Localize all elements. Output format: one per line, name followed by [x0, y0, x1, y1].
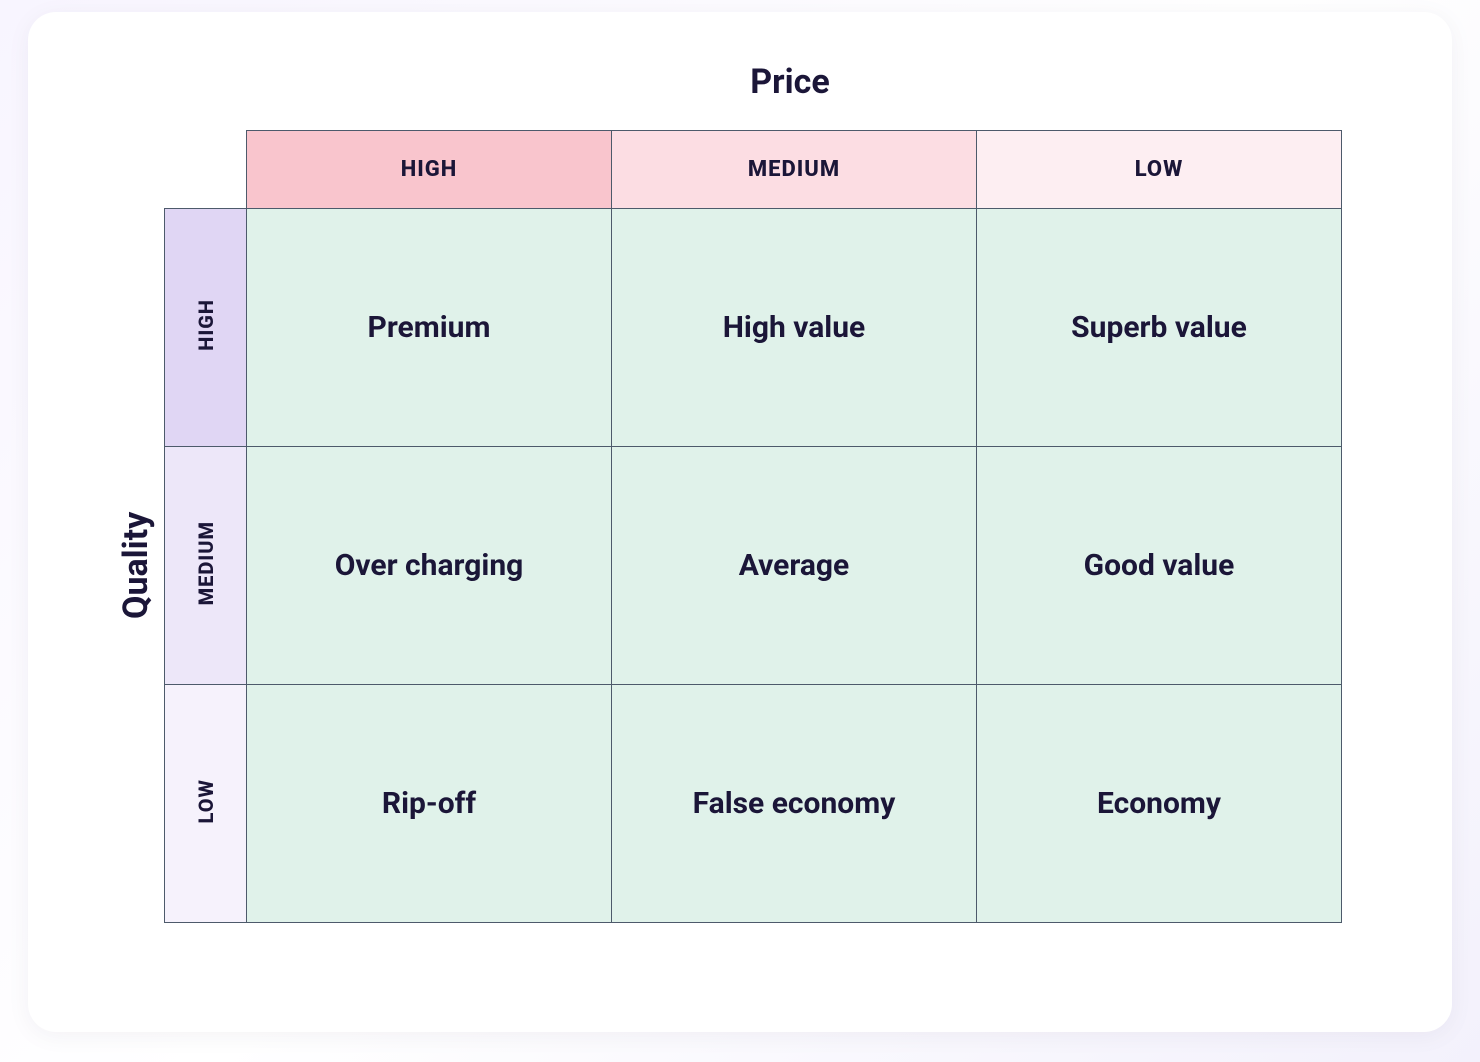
axis-title-price: Price	[238, 62, 1342, 102]
axis-title-quality: Quality	[108, 208, 164, 923]
cell-medium-low: Good value	[977, 447, 1342, 685]
quality-header-medium: MEDIUM	[165, 447, 247, 685]
cell-low-low: Economy	[977, 685, 1342, 923]
matrix-card: Price Quality HIGH MEDIUM LOW	[28, 12, 1452, 1032]
quality-header-high-label: HIGH	[194, 299, 218, 351]
cell-medium-high: Over charging	[247, 447, 612, 685]
corner-cell	[165, 131, 247, 209]
quality-header-high: HIGH	[165, 209, 247, 447]
cell-high-high: Premium	[247, 209, 612, 447]
price-header-high: HIGH	[247, 131, 612, 209]
quality-header-low: LOW	[165, 685, 247, 923]
price-header-medium: MEDIUM	[612, 131, 977, 209]
price-header-row: HIGH MEDIUM LOW	[165, 131, 1342, 209]
cell-low-high: Rip-off	[247, 685, 612, 923]
cell-medium-medium: Average	[612, 447, 977, 685]
quality-row-high: HIGH Premium High value Superb value	[165, 209, 1342, 447]
cell-high-medium: High value	[612, 209, 977, 447]
quality-row-low: LOW Rip-off False economy Economy	[165, 685, 1342, 923]
price-header-low: LOW	[977, 131, 1342, 209]
quality-row-medium: MEDIUM Over charging Average Good value	[165, 447, 1342, 685]
quality-header-medium-label: MEDIUM	[194, 521, 218, 605]
matrix-grid-wrap: Quality HIGH MEDIUM LOW HIGH	[108, 130, 1342, 923]
cell-high-low: Superb value	[977, 209, 1342, 447]
cell-low-medium: False economy	[612, 685, 977, 923]
quality-header-low-label: LOW	[194, 779, 218, 823]
price-quality-matrix: HIGH MEDIUM LOW HIGH Premium High value …	[164, 130, 1342, 923]
